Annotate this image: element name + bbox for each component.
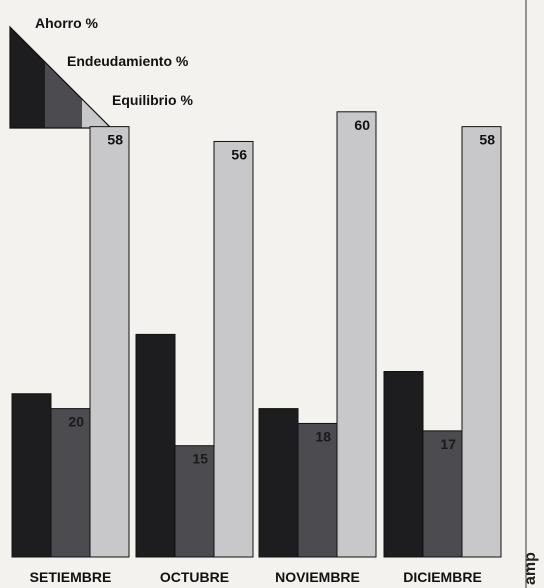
value-label-noviembre-endeudamiento: 18	[315, 428, 331, 444]
legend-label-endeudamiento: Endeudamiento %	[67, 53, 189, 69]
value-label-setiembre-equilibrio: 58	[107, 132, 123, 148]
legend-label-ahorro: Ahorro %	[35, 15, 99, 31]
bar-setiembre-equilibrio	[89, 126, 130, 558]
category-label-noviembre: NOVIEMBRE	[275, 569, 360, 585]
category-label-diciembre: DICIEMBRE	[403, 569, 482, 585]
bar-diciembre-ahorro	[383, 371, 424, 558]
side-text: amp	[522, 552, 539, 585]
bar-setiembre-ahorro	[11, 393, 52, 558]
value-label-setiembre-endeudamiento: 20	[68, 414, 84, 430]
value-label-diciembre-endeudamiento: 17	[440, 436, 456, 452]
value-label-octubre-endeudamiento: 15	[192, 451, 208, 467]
legend-swatch-outline	[9, 25, 113, 129]
value-label-diciembre-equilibrio: 58	[479, 132, 495, 148]
legend: Ahorro % Endeudamiento % Equilibrio %	[9, 15, 193, 129]
category-labels: SETIEMBRE OCTUBRE NOVIEMBRE DICIEMBRE	[30, 569, 482, 585]
value-labels: 20 58 15 56 18 60 17 58	[68, 117, 495, 467]
legend-swatch-endeudamiento	[45, 62, 82, 128]
bar-octubre-ahorro	[135, 333, 176, 558]
category-label-octubre: OCTUBRE	[160, 569, 229, 585]
bars	[11, 111, 502, 558]
bar-octubre-equilibrio	[213, 140, 254, 558]
bar-octubre-endeudamiento	[174, 445, 215, 558]
value-label-noviembre-equilibrio: 60	[354, 117, 370, 133]
legend-swatch-ahorro	[10, 27, 45, 128]
bar-noviembre-equilibrio	[336, 111, 377, 558]
legend-label-equilibrio: Equilibrio %	[112, 92, 193, 108]
bar-noviembre-ahorro	[258, 408, 299, 558]
bar-diciembre-equilibrio	[461, 126, 502, 558]
value-label-octubre-equilibrio: 56	[231, 146, 247, 162]
category-label-setiembre: SETIEMBRE	[30, 569, 112, 585]
bar-setiembre-endeudamiento	[50, 408, 91, 558]
bar-diciembre-endeudamiento	[422, 430, 463, 558]
